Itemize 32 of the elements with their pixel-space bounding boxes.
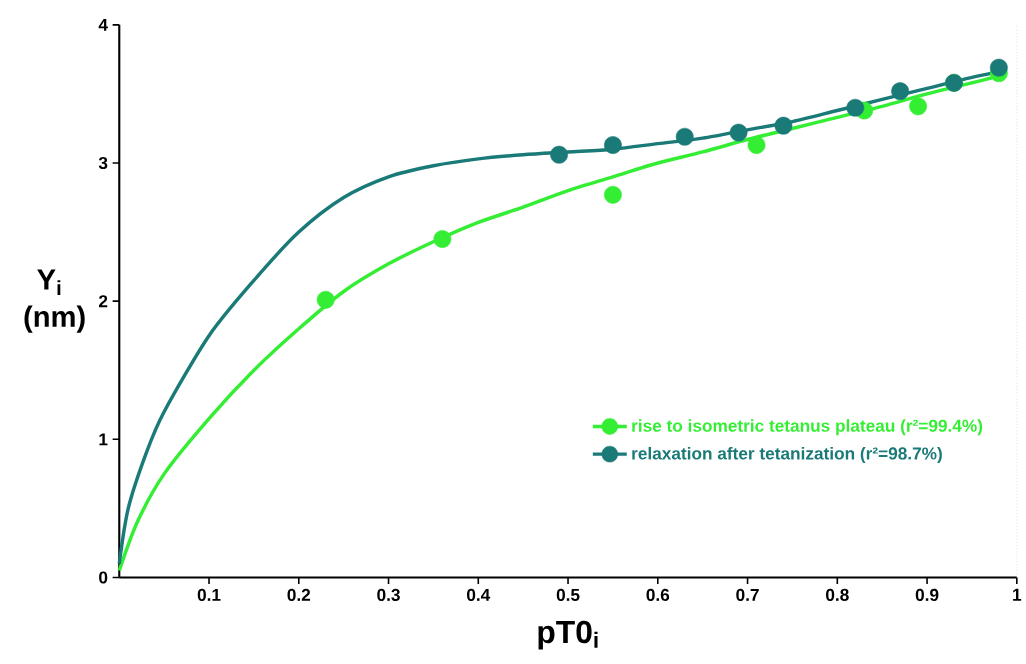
point xyxy=(729,123,748,142)
point xyxy=(891,82,910,101)
x-tick-label: 0.8 xyxy=(826,588,849,601)
x-tick-label: 0.7 xyxy=(736,588,759,601)
point xyxy=(604,136,622,154)
x-tick-label: 0.9 xyxy=(915,588,939,601)
x-tick-label: 0.4 xyxy=(467,588,491,601)
x-tick-label: 0.2 xyxy=(287,588,311,601)
x-axis-title: pT0$_{i}$ xyxy=(538,620,598,650)
y-tick-label: 0 xyxy=(99,571,108,584)
x-tick-label: 0.3 xyxy=(377,588,400,602)
y-tick-label: 4 xyxy=(98,18,108,31)
x-tick-label: 1 xyxy=(1013,588,1022,601)
point xyxy=(433,230,452,248)
x-tick-label: 0.1 xyxy=(197,588,221,601)
point xyxy=(675,127,694,146)
point xyxy=(604,185,622,204)
x-tick-label: 0.6 xyxy=(646,588,670,601)
legend-label: relaxation after tetanization (r²=98.7%) xyxy=(632,446,942,463)
point xyxy=(909,97,927,116)
point xyxy=(316,290,335,309)
y-tick-label: 1 xyxy=(99,433,108,446)
point xyxy=(550,145,568,164)
x-tick-label: 0.5 xyxy=(556,588,580,601)
point xyxy=(989,58,1008,77)
y-axis-title: Y$_{i}$ (nm) xyxy=(24,269,85,333)
point xyxy=(846,98,865,117)
y-tick-label: 3 xyxy=(98,156,108,170)
legend-label: rise to isometric tetanus plateau (r²=99.4%) xyxy=(632,419,983,436)
y-tick-label: 2 xyxy=(98,295,108,308)
point xyxy=(774,116,793,135)
point xyxy=(747,136,766,154)
